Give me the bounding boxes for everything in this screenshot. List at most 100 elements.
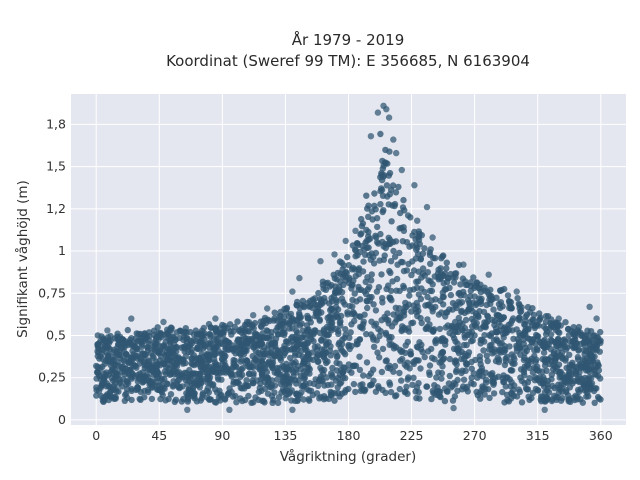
data-point-2807: [398, 166, 405, 174]
data-point-1829: [421, 245, 428, 252]
data-point-2475: [335, 330, 342, 337]
data-point-366: [440, 301, 447, 308]
data-point-1417: [272, 327, 280, 334]
data-point-2275: [586, 368, 593, 375]
data-point-2552: [298, 334, 306, 341]
data-point-2020: [510, 315, 517, 322]
data-point-26: [391, 253, 399, 260]
data-point-2015: [239, 365, 246, 372]
data-point-1735: [328, 298, 336, 305]
data-point-2058: [493, 294, 500, 301]
data-point-2107: [530, 316, 537, 324]
data-point-1905: [454, 387, 461, 394]
data-point-2645: [95, 387, 103, 395]
data-point-2025: [534, 387, 542, 394]
data-point-1214: [419, 250, 427, 257]
data-point-1693: [359, 268, 367, 275]
data-point-953: [382, 146, 389, 154]
data-point-2026: [393, 392, 400, 399]
data-point-2829: [128, 315, 135, 322]
data-point-2032: [537, 393, 545, 400]
data-point-2495: [451, 393, 459, 400]
data-point-1623: [541, 362, 549, 369]
data-point-2551: [258, 357, 265, 364]
data-point-2679: [426, 326, 434, 333]
data-point-2827: [212, 315, 219, 322]
data-point-2734: [577, 340, 584, 348]
data-point-2545: [557, 352, 564, 359]
data-point-2587: [584, 379, 591, 386]
data-point-2011: [137, 388, 144, 396]
data-point-2817: [586, 303, 593, 310]
data-point-2281: [288, 387, 295, 394]
data-point-2185: [513, 393, 521, 400]
data-point-2702: [250, 372, 257, 379]
data-point-2510: [198, 358, 206, 365]
data-point-2809: [414, 217, 421, 224]
data-point-2774: [260, 350, 267, 358]
data-point-1460: [365, 372, 372, 380]
data-point-1125: [460, 376, 468, 383]
data-point-1824: [294, 329, 301, 337]
data-point-2802: [374, 109, 382, 116]
data-point-2635: [100, 394, 107, 402]
data-point-1044: [410, 358, 417, 366]
data-point-2748: [273, 364, 281, 372]
data-point-2693: [543, 343, 550, 351]
data-point-983: [459, 367, 466, 374]
data-point-1961: [431, 382, 438, 389]
data-point-2722: [357, 231, 364, 238]
data-point-2105: [539, 355, 546, 363]
x-tick-label-3: 135: [274, 428, 298, 443]
data-point-2373: [505, 398, 513, 405]
data-point-2399: [274, 399, 282, 407]
data-point-2350: [208, 324, 215, 332]
data-point-2717: [128, 396, 135, 404]
data-point-2605: [261, 314, 269, 322]
data-point-2477: [356, 248, 364, 256]
data-point-2789: [278, 325, 285, 332]
data-point-2518: [257, 340, 265, 348]
y-tick-label-6: 1,5: [46, 159, 66, 174]
data-point-2628: [436, 325, 444, 333]
data-point-1457: [590, 332, 597, 340]
data-point-2708: [274, 347, 282, 354]
data-point-1355: [481, 332, 488, 339]
data-point-1770: [585, 393, 592, 400]
data-point-2624: [450, 279, 458, 286]
data-point-2398: [208, 367, 215, 374]
data-point-1812: [506, 343, 513, 350]
data-point-1667: [564, 344, 571, 351]
data-point-436: [400, 196, 407, 204]
data-point-2251: [304, 314, 312, 322]
data-point-2181: [134, 346, 141, 353]
data-point-2813: [485, 271, 492, 278]
data-point-2623: [207, 380, 214, 387]
data-point-760: [424, 316, 431, 323]
data-point-2781: [301, 375, 308, 383]
data-point-1995: [586, 346, 593, 354]
data-point-2549: [257, 318, 264, 325]
data-point-2023: [345, 343, 352, 350]
data-point-2482: [383, 182, 391, 189]
data-point-2488: [457, 281, 464, 288]
data-point-1629: [271, 382, 279, 389]
data-point-2833: [289, 406, 296, 413]
data-point-2497: [304, 360, 311, 368]
data-point-2529: [303, 322, 311, 329]
data-point-2444: [594, 359, 601, 366]
data-point-2278: [173, 360, 181, 367]
data-point-2082: [179, 356, 186, 363]
chart-title-line-2: Koordinat (Sweref 99 TM): E 356685, N 61…: [166, 52, 530, 70]
data-point-2325: [333, 353, 341, 361]
data-point-2382: [389, 182, 397, 189]
data-point-2338: [257, 375, 265, 383]
data-point-2557: [382, 357, 389, 365]
data-point-2756: [453, 366, 460, 374]
data-point-2726: [555, 328, 562, 335]
data-point-2607: [554, 339, 561, 347]
data-point-1382: [445, 275, 452, 282]
data-point-2468: [506, 300, 513, 308]
data-point-1598: [233, 399, 240, 406]
data-point-2193: [306, 366, 313, 373]
